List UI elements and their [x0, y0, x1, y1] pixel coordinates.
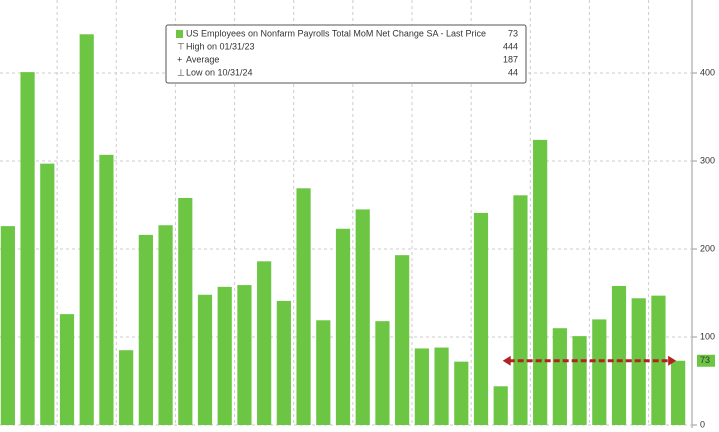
- bar: [59, 314, 75, 425]
- bar: [533, 139, 548, 425]
- y-tick-label: 0: [700, 419, 705, 429]
- legend-icon: ⊥: [177, 67, 185, 77]
- bar: [197, 294, 213, 425]
- bar: [552, 328, 567, 425]
- last-price-tag: [697, 354, 715, 367]
- legend-label: Average: [186, 54, 219, 64]
- legend-label: Low on 10/31/24: [186, 67, 253, 77]
- bar: [158, 225, 173, 425]
- legend-value: 44: [508, 67, 518, 77]
- y-tick-label: 300: [700, 155, 715, 165]
- bar: [316, 320, 331, 425]
- bar: [40, 163, 55, 425]
- last-price-label: 73: [700, 355, 710, 365]
- bar: [217, 286, 232, 425]
- bar: [296, 188, 311, 425]
- bar: [178, 197, 193, 425]
- bar: [473, 212, 489, 425]
- bar: [335, 228, 351, 425]
- bar: [276, 300, 291, 425]
- legend-value: 444: [503, 41, 518, 51]
- bar: [395, 255, 410, 425]
- legend-box: [165, 24, 527, 84]
- bar: [257, 261, 272, 425]
- y-tick-label: 100: [700, 331, 715, 341]
- y-tick-label: 400: [700, 67, 715, 77]
- bar: [513, 195, 528, 425]
- bar: [434, 347, 449, 425]
- bar: [611, 285, 627, 425]
- legend-swatch: [176, 30, 183, 38]
- arrow-head: [668, 355, 677, 366]
- bar: [671, 360, 686, 425]
- legend-label: High on 01/31/23: [186, 41, 255, 51]
- bar: [119, 350, 134, 425]
- legend-value: 73: [508, 28, 518, 38]
- bar: [237, 285, 252, 425]
- bar: [414, 348, 429, 425]
- legend-icon: +: [177, 54, 182, 64]
- bar: [138, 234, 153, 425]
- bar: [454, 361, 469, 425]
- bar: [99, 154, 114, 425]
- legend-label: US Employees on Nonfarm Payrolls Total M…: [186, 28, 486, 38]
- y-tick-label: 200: [700, 243, 715, 253]
- legend-value: 187: [503, 54, 518, 64]
- bar: [572, 336, 587, 425]
- legend-icon: ⊤: [177, 41, 185, 51]
- bar: [79, 34, 94, 425]
- bar: [375, 321, 390, 425]
- bar: [0, 226, 15, 425]
- bar: [355, 209, 370, 425]
- bar: [20, 72, 35, 426]
- bar: [493, 386, 508, 425]
- bar: [592, 319, 607, 425]
- arrow-head: [502, 355, 511, 366]
